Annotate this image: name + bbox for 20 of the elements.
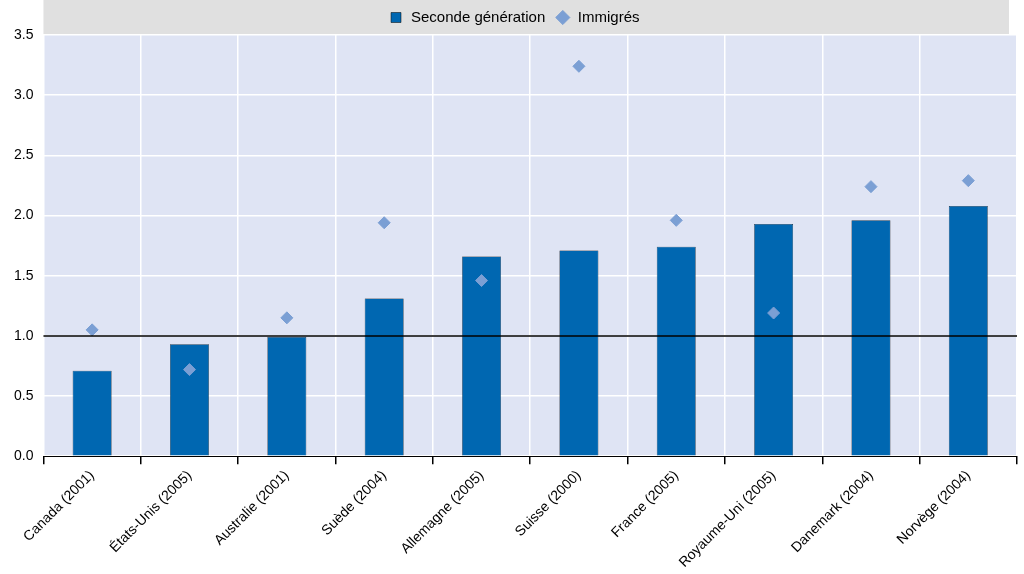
y-tick-label: 2.0 xyxy=(13,206,34,223)
point xyxy=(961,174,975,188)
y-tick-label: 1.5 xyxy=(13,266,34,283)
point xyxy=(280,311,294,325)
point xyxy=(85,323,99,337)
legend-label: Seconde génération xyxy=(411,7,546,25)
y-tick-label: 0.0 xyxy=(13,447,34,464)
point xyxy=(669,213,683,227)
y-tick-label: 2.5 xyxy=(13,146,34,163)
point xyxy=(572,59,586,73)
y-tick-label: 3.0 xyxy=(13,86,34,103)
point xyxy=(475,274,489,288)
legend-label: Immigrés xyxy=(577,7,640,25)
y-tick-label: 1.0 xyxy=(13,326,34,343)
y-tick-label: 3.5 xyxy=(13,25,34,42)
y-tick-label: 0.5 xyxy=(13,386,34,403)
point xyxy=(182,363,196,377)
point xyxy=(377,216,391,230)
point xyxy=(864,180,878,194)
point xyxy=(767,306,781,320)
